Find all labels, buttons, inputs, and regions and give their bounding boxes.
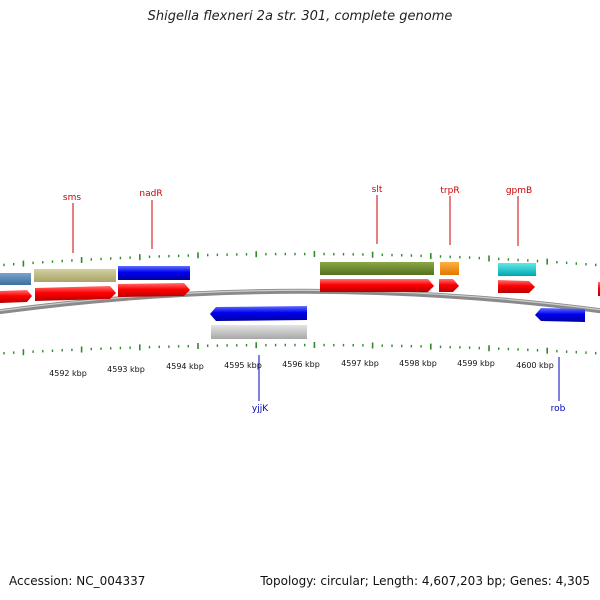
forward-gene-arrow-nadR bbox=[118, 283, 190, 297]
gene-labels: sms nadR slt trpR gpmB yjjK rob bbox=[63, 185, 566, 414]
forward-gene-arrow-sms bbox=[35, 286, 116, 301]
kbp-label: 4592 kbp bbox=[49, 369, 87, 378]
cog-category-ring bbox=[0, 262, 536, 285]
gene-label-nadR: nadR bbox=[139, 189, 162, 199]
forward-gene-arrow-gpmB bbox=[498, 280, 535, 293]
kbp-label: 4595 kbp bbox=[224, 361, 262, 370]
cog-bar-orange bbox=[440, 262, 459, 275]
reverse-gene-arrow-yjjK bbox=[210, 306, 307, 321]
kbp-label: 4596 kbp bbox=[282, 360, 320, 369]
gene-label-rob: rob bbox=[551, 404, 566, 414]
cog-bar-olive bbox=[320, 262, 434, 275]
genome-backbone bbox=[0, 288, 600, 315]
gene-label-sms: sms bbox=[63, 193, 81, 203]
forward-gene-arrow-trpR bbox=[439, 279, 459, 292]
map-title: Shigella flexneri 2a str. 301, complete … bbox=[147, 9, 453, 24]
cog-bar-khaki bbox=[34, 269, 116, 282]
forward-gene-arrow-1 bbox=[0, 290, 32, 303]
gene-label-leaders bbox=[72, 195, 560, 401]
reverse-cog-bar-gray bbox=[211, 325, 307, 339]
gene-label-slt: slt bbox=[372, 185, 383, 195]
forward-strand-genes bbox=[0, 279, 600, 303]
kbp-label: 4600 kbp bbox=[516, 361, 554, 370]
reverse-gene-arrow-rob bbox=[535, 308, 585, 322]
gene-label-trpR: trpR bbox=[440, 186, 459, 196]
top-tick-row bbox=[3, 251, 597, 267]
gene-label-yjjK: yjjK bbox=[252, 404, 269, 414]
forward-gene-arrow-slt bbox=[320, 279, 434, 292]
kbp-label: 4594 kbp bbox=[166, 362, 204, 371]
accession-text: Accession: NC_004337 bbox=[9, 574, 146, 588]
cog-bar-steelblue bbox=[0, 273, 31, 285]
kbp-label: 4599 kbp bbox=[457, 359, 495, 368]
gene-label-gpmB: gpmB bbox=[506, 186, 532, 196]
kbp-label: 4597 kbp bbox=[341, 359, 379, 368]
cog-bar-blue bbox=[118, 266, 190, 280]
reverse-strand-genes bbox=[210, 306, 585, 339]
genome-backbone-highlight bbox=[0, 289, 600, 312]
cog-bar-cyan bbox=[498, 263, 536, 276]
genome-summary-text: Topology: circular; Length: 4,607,203 bp… bbox=[260, 574, 590, 588]
kbp-ruler-labels: 4592 kbp 4593 kbp 4594 kbp 4595 kbp 4596… bbox=[49, 359, 554, 378]
kbp-label: 4598 kbp bbox=[399, 359, 437, 368]
bottom-tick-row bbox=[3, 342, 597, 356]
kbp-label: 4593 kbp bbox=[107, 365, 145, 374]
